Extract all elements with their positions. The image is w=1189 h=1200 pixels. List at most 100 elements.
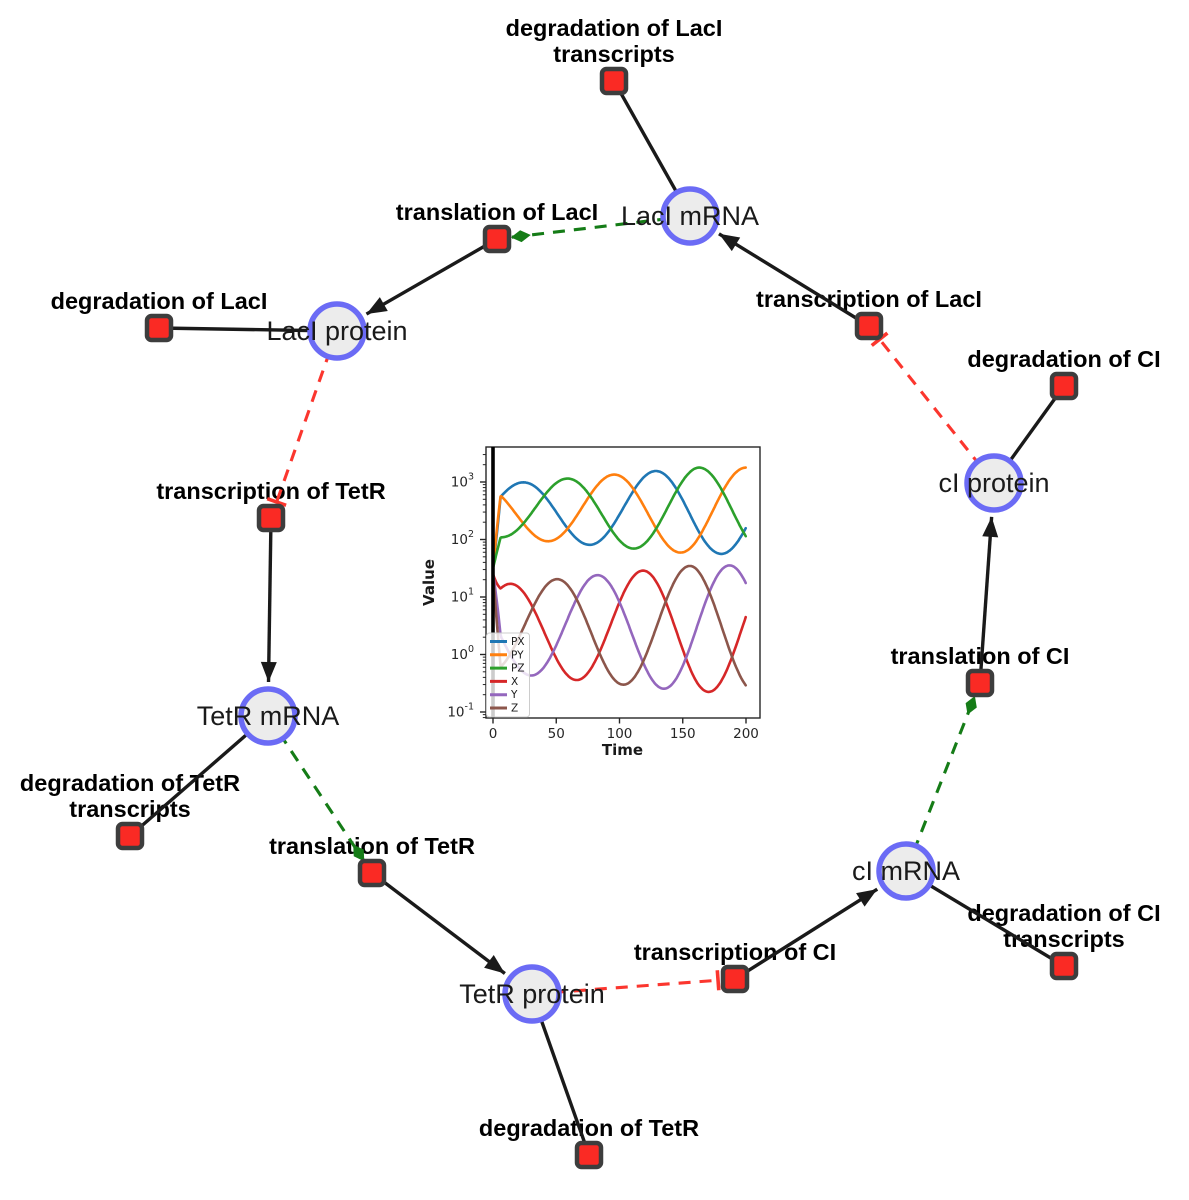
species-node-ci-mrna [876, 841, 936, 901]
chart-y-tick-base: 10 [451, 647, 468, 663]
species-labels-layer: LacI mRNA LacI protein TetR mRNA TetR prote… [197, 201, 1050, 1009]
process-label-deg-tetr: degradation of TetR [479, 1115, 699, 1141]
process-node-deg-ci-transcripts [1049, 951, 1079, 981]
process-label-line: degradation of TetR [479, 1115, 699, 1141]
chart-legend-label-Z: Z [511, 703, 518, 715]
species-node-tetr-protein [502, 964, 562, 1024]
edge-modifier-ci-mrna-to-translation-ci [904, 696, 977, 872]
species-label-tetr-protein: TetR protein [459, 979, 605, 1009]
chart-x-tick-label: 50 [548, 726, 565, 742]
process-label-deg-laci-transcripts: degradation of LacI transcripts [506, 15, 723, 67]
chart-y-tick-exponent: 2 [468, 529, 474, 540]
process-label-line: degradation of CI [967, 346, 1160, 372]
process-label-transcription-laci: transcription of LacI [756, 286, 982, 312]
process-label-line: transcription of CI [634, 939, 836, 965]
process-label-deg-ci: degradation of CI [967, 346, 1160, 372]
edge-production-translation-ci-to-ci-protein [978, 516, 999, 684]
species-label-ci-mrna: cI mRNA [852, 856, 960, 886]
chart-legend-label-Y: Y [510, 689, 518, 701]
process-node-translation-laci [482, 224, 512, 254]
chart-legend-label-PY: PY [511, 649, 524, 661]
chart-legend-label-X: X [511, 676, 518, 688]
chart-y-tick-base: 10 [451, 590, 468, 606]
edge-inhibition-ci-protein-to-transcription-laci [870, 331, 996, 484]
chart-series-PY [492, 466, 747, 566]
species-node-ci-protein [964, 453, 1024, 513]
species-node-laci-mrna [660, 186, 720, 246]
chart-x-tick-label: 200 [733, 726, 759, 742]
edge-production-transcription-tetr-to-tetr-mrna [260, 517, 277, 683]
process-label-line: degradation of CI [967, 900, 1160, 926]
chart-curves [491, 447, 747, 718]
process-label-translation-tetr: translation of TetR [269, 833, 475, 859]
process-node-transcription-laci [854, 311, 884, 341]
species-node-tetr-mrna [238, 686, 298, 746]
chart-y-tick-base: 10 [447, 705, 464, 721]
chart-xlabel: Time [602, 741, 643, 759]
chart-y-tick-label: 10-1 [447, 702, 474, 721]
process-node-deg-laci-transcripts [599, 66, 629, 96]
process-label-line: transcription of LacI [756, 286, 982, 312]
process-node-deg-tetr-transcripts [115, 821, 145, 851]
chart-x-tick-label: 150 [670, 726, 696, 742]
process-label-transcription-ci: transcription of CI [634, 939, 836, 965]
species-label-laci-mrna: LacI mRNA [621, 201, 759, 231]
chart-ylabel: Value [420, 559, 438, 606]
process-label-line: transcripts [1003, 926, 1124, 952]
chart-y-tick-exponent: 3 [468, 472, 474, 483]
process-label-deg-laci: degradation of LacI [51, 288, 268, 314]
species-node-laci-protein [307, 301, 367, 361]
process-node-translation-ci [965, 668, 995, 698]
process-node-transcription-tetr [256, 503, 286, 533]
chart-y-tick-label: 103 [451, 472, 474, 491]
process-label-translation-laci: translation of LacI [396, 199, 598, 225]
edge-inhibition-laci-protein-to-transcription-tetr [266, 330, 339, 507]
chart-y-tick-base: 10 [451, 475, 468, 491]
nodes-layer [115, 66, 1079, 1170]
process-label-line: transcripts [553, 41, 674, 67]
process-labels-layer: degradation of LacI transcriptstranslatio… [20, 15, 1161, 1141]
process-label-transcription-tetr: transcription of TetR [156, 478, 385, 504]
process-label-line: degradation of LacI [51, 288, 268, 314]
edge-production-transcription-laci-to-laci-mrna [718, 232, 870, 328]
chart-y-tick-base: 10 [451, 532, 468, 548]
chart-y-tick-exponent: 1 [468, 587, 474, 598]
process-node-deg-laci [144, 313, 174, 343]
chart-x-tick-label: 100 [607, 726, 633, 742]
chart-y-tick-exponent: -1 [465, 702, 474, 713]
process-node-translation-tetr [357, 858, 387, 888]
edge-modifier-laci-mrna-to-translation-laci [510, 214, 691, 243]
species-label-tetr-mrna: TetR mRNA [197, 701, 340, 731]
process-node-deg-tetr [574, 1140, 604, 1170]
chart-legend-label-PZ: PZ [511, 663, 525, 675]
process-label-line: degradation of LacI [506, 15, 723, 41]
species-label-ci-protein: cI protein [938, 468, 1049, 498]
chart-series-Z [492, 564, 747, 687]
species-label-laci-protein: LacI protein [266, 316, 407, 346]
chart-series-PZ [492, 466, 747, 568]
process-label-deg-tetr-transcripts: degradation of TetR transcripts [20, 770, 240, 822]
edges-layer [128, 80, 1066, 1156]
edge-consumption-ci-mrna-to-deg-ci-transcripts [905, 869, 1065, 968]
chart-y-tick-label: 102 [451, 529, 474, 548]
chart-series-Y [492, 564, 747, 690]
process-node-deg-ci [1049, 371, 1079, 401]
edge-consumption-tetr-mrna-to-deg-tetr-transcripts [128, 714, 270, 838]
process-label-line: degradation of TetR [20, 770, 240, 796]
process-label-line: transcription of TetR [156, 478, 385, 504]
edge-inhibition-tetr-protein-to-transcription-ci [531, 970, 721, 996]
process-node-transcription-ci [720, 964, 750, 994]
chart-series-PX [492, 469, 747, 567]
chart-y-tick-label: 101 [451, 587, 474, 606]
edge-production-translation-tetr-to-tetr-protein [370, 871, 506, 975]
process-label-deg-ci-transcripts: degradation of CI transcripts [967, 900, 1160, 952]
edge-production-translation-laci-to-laci-protein [365, 237, 498, 316]
process-label-line: translation of TetR [269, 833, 475, 859]
chart-x-tick-label: 0 [489, 726, 498, 742]
process-label-line: translation of LacI [396, 199, 598, 225]
edge-production-transcription-ci-to-ci-mrna [734, 887, 879, 981]
chart-y-tick-label: 100 [451, 644, 474, 663]
